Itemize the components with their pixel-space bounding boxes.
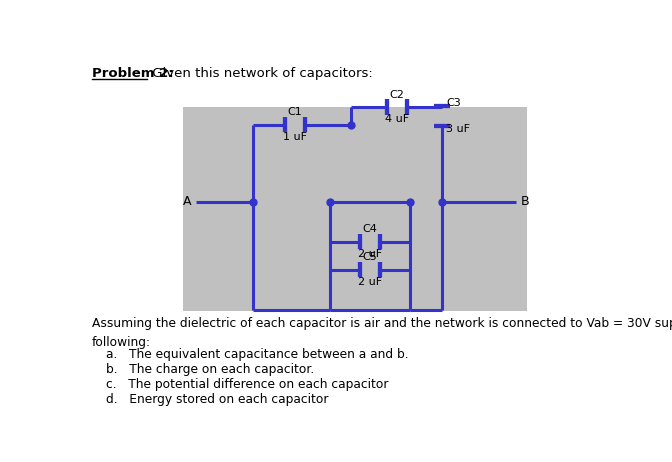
Text: a.   The equivalent capacitance between a and b.: a. The equivalent capacitance between a … xyxy=(106,348,409,361)
Text: d.   Energy stored on each capacitor: d. Energy stored on each capacitor xyxy=(106,393,328,406)
Text: Problem 2:: Problem 2: xyxy=(92,67,173,80)
Text: Given this network of capacitors:: Given this network of capacitors: xyxy=(148,67,372,80)
Text: C5: C5 xyxy=(363,252,378,262)
Text: 1 uF: 1 uF xyxy=(283,133,307,142)
Text: 4 uF: 4 uF xyxy=(384,114,409,124)
Text: B: B xyxy=(521,195,530,208)
Text: Assuming the dielectric of each capacitor is air and the network is connected to: Assuming the dielectric of each capacito… xyxy=(92,317,672,349)
Text: A: A xyxy=(183,195,192,208)
Text: 2 uF: 2 uF xyxy=(358,277,382,287)
Text: C1: C1 xyxy=(288,107,302,117)
Text: 3 uF: 3 uF xyxy=(446,124,470,134)
Text: C4: C4 xyxy=(362,224,378,234)
FancyBboxPatch shape xyxy=(183,107,528,311)
Text: 2 uF: 2 uF xyxy=(358,249,382,260)
Text: C3: C3 xyxy=(446,98,461,108)
Text: b.   The charge on each capacitor.: b. The charge on each capacitor. xyxy=(106,363,314,376)
Text: C2: C2 xyxy=(389,90,404,100)
Text: c.   The potential difference on each capacitor: c. The potential difference on each capa… xyxy=(106,378,388,391)
